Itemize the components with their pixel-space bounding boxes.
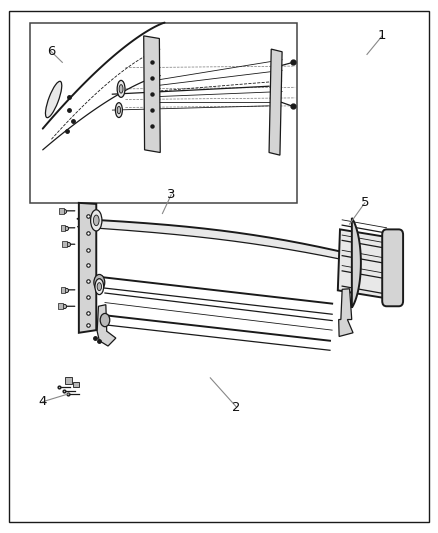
Polygon shape [144, 36, 160, 152]
Polygon shape [338, 229, 389, 298]
Ellipse shape [97, 282, 102, 290]
Ellipse shape [119, 85, 123, 93]
Polygon shape [352, 218, 361, 308]
Text: 5: 5 [360, 196, 369, 209]
Ellipse shape [95, 279, 104, 295]
Ellipse shape [46, 82, 62, 118]
Bar [58, 303, 63, 310]
Polygon shape [97, 305, 116, 346]
Polygon shape [339, 289, 353, 336]
Text: 2: 2 [232, 400, 240, 414]
Bar [60, 224, 65, 231]
FancyBboxPatch shape [382, 229, 403, 306]
Bar [73, 382, 79, 387]
Text: 6: 6 [47, 45, 56, 58]
Bar [62, 241, 67, 247]
Bar [60, 287, 65, 293]
Ellipse shape [117, 107, 120, 114]
Ellipse shape [91, 210, 102, 231]
Ellipse shape [100, 313, 110, 327]
Bar [65, 377, 72, 384]
Ellipse shape [116, 103, 122, 117]
Ellipse shape [117, 80, 125, 98]
Ellipse shape [94, 274, 105, 290]
Text: 4: 4 [39, 395, 47, 408]
Text: 1: 1 [378, 29, 386, 42]
Polygon shape [79, 203, 96, 333]
Text: 3: 3 [167, 189, 175, 201]
Polygon shape [78, 219, 347, 261]
Bar [59, 208, 64, 214]
Ellipse shape [93, 215, 99, 225]
Polygon shape [269, 49, 282, 155]
Bar [30, 22, 297, 203]
